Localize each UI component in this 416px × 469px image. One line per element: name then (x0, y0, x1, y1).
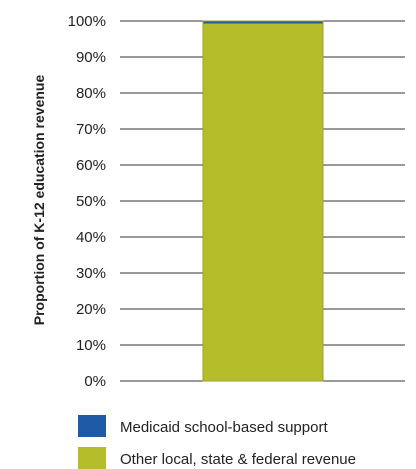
y-tick-label: 20% (76, 301, 106, 318)
legend: Medicaid school-based support Other local… (78, 415, 356, 469)
legend-swatch-medicaid (78, 415, 106, 437)
y-tick-label: 80% (76, 85, 106, 102)
y-tick-label: 70% (76, 121, 106, 138)
y-tick-label: 40% (76, 229, 106, 246)
y-tick-label: 60% (76, 157, 106, 174)
y-tick-labels: 0% 10% 20% 30% 40% 50% 60% 70% 80% 90% 100% (68, 13, 106, 390)
y-tick-label: 50% (76, 193, 106, 210)
y-tick-label: 90% (76, 49, 106, 66)
bar-segment-other-revenue (203, 23, 323, 382)
y-tick-label: 100% (68, 13, 106, 30)
y-axis-title: Proportion of K-12 education revenue (31, 75, 47, 326)
y-tick-label: 10% (76, 337, 106, 354)
y-tick-label: 30% (76, 265, 106, 282)
bars (202, 20, 324, 382)
bar-outline (202, 20, 324, 382)
legend-label: Medicaid school-based support (120, 419, 328, 436)
y-tick-label: 0% (84, 373, 106, 390)
legend-label: Other local, state & federal revenue (120, 451, 356, 468)
legend-swatch-other-revenue (78, 447, 106, 469)
bar-segment-medicaid (203, 21, 323, 24)
